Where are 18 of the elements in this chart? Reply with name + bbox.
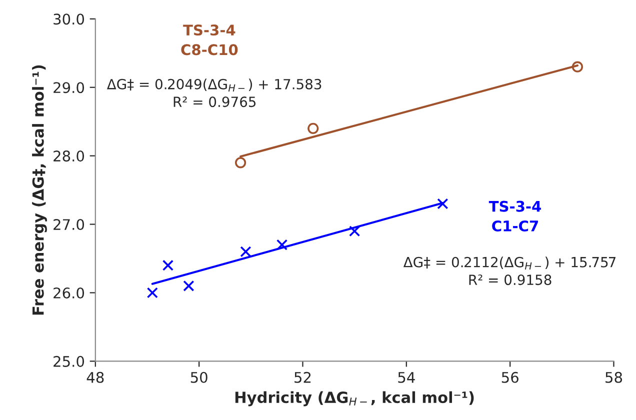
x-tick-label: 52: [294, 372, 311, 383]
x-tick-label: 54: [398, 372, 415, 383]
x-axis-title: Hydricity (ΔG$_{H−}$, kcal mol⁻¹): [235, 391, 474, 406]
x-tick-label: 50: [190, 372, 208, 383]
y-tick-label: 27.0: [54, 218, 84, 230]
y-axis-title: Free energy (ΔG‡, kcal mol⁻¹): [32, 65, 47, 315]
y-tick-label: 28.0: [54, 150, 84, 162]
annotation: ΔG‡ = 0.2112(ΔG$_{H−}$) + 15.757 R² = 0.9158: [403, 256, 616, 286]
y-tick-label: 29.0: [54, 82, 84, 94]
y-tick-label: 26.0: [54, 287, 84, 298]
text: TS-3-4 C1-C7: [488, 200, 542, 232]
y-tick-label: 25.0: [54, 356, 84, 367]
text: TS-3-4 C8-C10: [181, 24, 238, 56]
y-tick-label: 30.0: [54, 14, 84, 25]
x-tick-label: 48: [86, 372, 104, 383]
x-tick-label: 56: [502, 372, 518, 383]
annotation: ΔG‡ = 0.2049(ΔG$_{H−}$) + 17.583 R² = 0.9765: [106, 78, 322, 108]
x-tick-label: 58: [606, 372, 622, 383]
